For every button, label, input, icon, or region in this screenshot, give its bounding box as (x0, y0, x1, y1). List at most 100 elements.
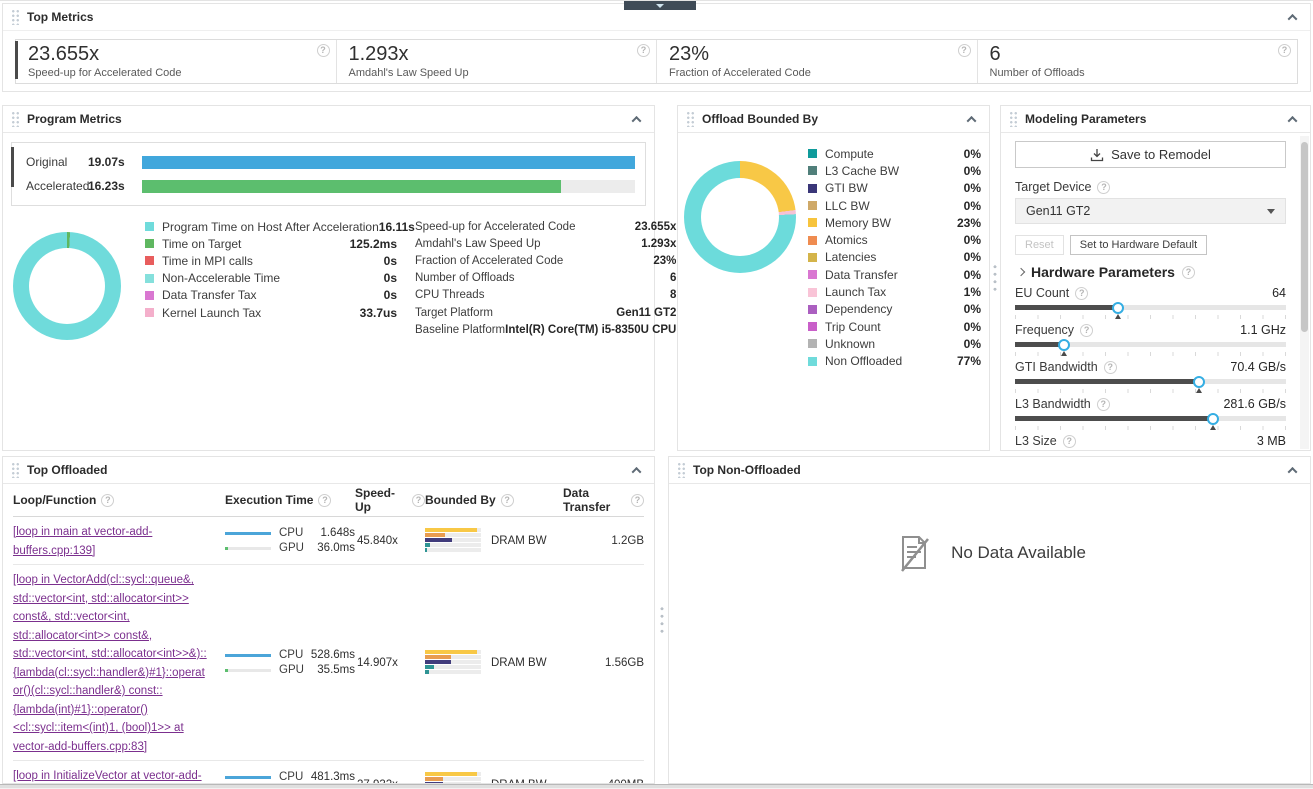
slider-ticks (1015, 313, 1286, 320)
legend-item: Non-Accelerable Time 0s (145, 270, 397, 287)
slider-thumb[interactable] (1057, 338, 1070, 351)
column-header-loop-function[interactable]: Loop/Function (13, 493, 225, 507)
panel-header: Program Metrics (3, 106, 654, 133)
reset-button[interactable]: Reset (1015, 235, 1064, 255)
slider-track[interactable] (1015, 301, 1286, 314)
mini-bar-track (425, 772, 481, 777)
metric-row-value: 1.293x (641, 237, 677, 250)
legend-label: Trip Count (825, 319, 881, 334)
help-icon[interactable] (318, 493, 332, 507)
slider-ticks (1015, 424, 1286, 431)
legend-swatch (808, 339, 817, 349)
no-data-icon (901, 536, 930, 572)
column-header-execution-time[interactable]: Execution Time (225, 493, 355, 507)
legend-value: 0% (963, 146, 981, 161)
help-icon[interactable] (1181, 265, 1195, 279)
legend-value: 0% (963, 267, 981, 282)
drag-handle-icon[interactable] (11, 462, 19, 478)
help-icon[interactable] (1062, 434, 1076, 448)
metric-row-label: Number of Offloads (415, 272, 515, 285)
help-icon[interactable] (500, 493, 514, 507)
help-icon[interactable] (957, 44, 971, 57)
metric-value: 6 (989, 43, 1001, 65)
help-icon[interactable] (1075, 286, 1089, 300)
slider-thumb[interactable] (1193, 375, 1206, 388)
drag-handle-icon[interactable] (11, 111, 19, 127)
top-metrics-panel: Top Metrics 23.655x Speed-up for Acceler… (2, 3, 1311, 92)
offloaded-loop-row: [loop in VectorAdd(cl::sycl::queue&, std… (13, 564, 644, 760)
scrollbar-thumb[interactable] (1301, 142, 1308, 332)
help-icon[interactable] (101, 493, 115, 507)
collapse-button[interactable] (1284, 462, 1300, 478)
legend-value: 0% (963, 336, 981, 351)
collapse-button[interactable] (1284, 111, 1300, 127)
help-icon[interactable] (1278, 44, 1291, 57)
hardware-parameters-toggle[interactable]: Hardware Parameters (1015, 264, 1286, 280)
column-header-bounded-by[interactable]: Bounded By (425, 493, 563, 507)
legend-swatch (808, 356, 817, 366)
slider-track[interactable] (1015, 338, 1286, 351)
slider-fill (1015, 342, 1064, 347)
loop-function-link[interactable]: [loop in InitializeVector at vector-add-… (13, 770, 202, 783)
legend-label: Time in MPI calls (162, 253, 253, 268)
drag-handle-icon[interactable] (686, 111, 694, 127)
metric-label: Number of Offloads (989, 67, 1085, 79)
metric-cards-strip: 23.655x Speed-up for Accelerated Code 1.… (15, 39, 1298, 84)
help-icon[interactable] (637, 44, 650, 57)
panel-header: Modeling Parameters (1001, 106, 1310, 133)
legend-label: Dependency (825, 302, 893, 317)
help-icon[interactable] (1096, 397, 1110, 411)
legend-swatch (808, 149, 817, 159)
legend-label: Memory BW (825, 215, 891, 230)
legend-swatch (145, 308, 154, 318)
metric-row: Speed-up for Accelerated Code 23.655x (415, 218, 676, 235)
horizontal-scrollbar[interactable] (0, 784, 1313, 789)
drag-handle-icon[interactable] (1009, 111, 1017, 127)
legend-value: 16.11s (378, 219, 415, 234)
collapse-button[interactable] (963, 111, 979, 127)
slider-track[interactable] (1015, 375, 1286, 388)
program-metrics-details: Speed-up for Accelerated Code 23.655x Am… (415, 218, 676, 340)
default-marker-icon (1209, 425, 1216, 430)
mini-bar-fill (425, 772, 478, 777)
slider-fill (1015, 379, 1200, 384)
loop-function-link[interactable]: [loop in VectorAdd(cl::sycl::queue&, std… (13, 574, 207, 753)
loop-function-link[interactable]: [loop in main at vector-add-buffers.cpp:… (13, 526, 153, 557)
legend-label: GTI BW (825, 181, 868, 196)
help-icon[interactable] (1080, 323, 1094, 337)
panel-title: Top Metrics (27, 10, 94, 24)
help-icon[interactable] (1097, 180, 1111, 194)
help-icon[interactable] (631, 493, 644, 507)
panel-collapse-handle[interactable] (624, 1, 696, 10)
legend-item: Trip Count 0% (808, 318, 981, 335)
metric-row: Baseline Platform Intel(R) Core(TM) i5-8… (415, 321, 676, 338)
set-to-hardware-default-button[interactable]: Set to Hardware Default (1069, 235, 1208, 255)
collapse-button[interactable] (1284, 9, 1300, 25)
column-header-speed-up[interactable]: Speed-Up (355, 486, 425, 514)
slider-label: Frequency (1015, 323, 1075, 337)
speedup-value: 14.907x (357, 656, 398, 669)
slider-thumb[interactable] (1098, 449, 1111, 450)
target-device-select[interactable]: Gen11 GT2 (1015, 198, 1286, 224)
panel-splitter[interactable] (990, 105, 1000, 451)
vertical-scrollbar[interactable] (1300, 136, 1309, 449)
slider-thumb[interactable] (1206, 412, 1219, 425)
legend-item: Latencies 0% (808, 249, 981, 266)
program-time-donut-chart (13, 232, 121, 340)
column-header-data-transfer[interactable]: Data Transfer (563, 486, 644, 514)
slider-thumb[interactable] (1111, 301, 1124, 314)
slider-track[interactable] (1015, 412, 1286, 425)
drag-handle-icon[interactable] (11, 9, 19, 25)
mini-bar-fill (425, 665, 434, 670)
collapse-button[interactable] (628, 111, 644, 127)
drag-handle-icon[interactable] (677, 462, 685, 478)
panel-splitter[interactable] (655, 456, 668, 784)
collapse-button[interactable] (628, 462, 644, 478)
hardware-parameter-slider: GTI Bandwidth 70.4 GB/s (1015, 359, 1286, 395)
slider-ticks (1015, 350, 1286, 357)
help-icon[interactable] (316, 44, 330, 57)
panel-title: Top Non-Offloaded (693, 463, 801, 477)
save-to-remodel-button[interactable]: Save to Remodel (1015, 141, 1286, 168)
help-icon[interactable] (1103, 360, 1117, 374)
help-icon[interactable] (412, 493, 425, 507)
